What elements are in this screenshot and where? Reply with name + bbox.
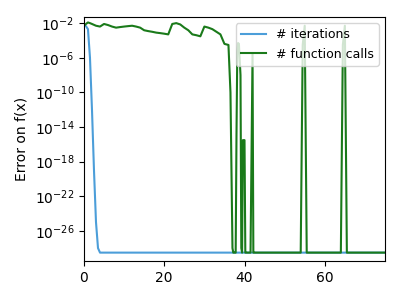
# iterations — [86, 27, 90, 31]
# iterations — [96, 246, 100, 250]
# iterations — [98, 251, 102, 254]
# function calls — [254, 251, 259, 254]
# iterations — [94, 220, 98, 224]
# function calls — [86, 21, 90, 24]
# iterations — [92, 168, 96, 172]
# function calls — [106, 23, 110, 27]
# function calls — [82, 24, 86, 28]
# function calls — [236, 42, 241, 46]
# iterations — [84, 24, 88, 28]
# iterations — [382, 251, 387, 254]
Line: # function calls: # function calls — [84, 22, 385, 253]
# iterations — [82, 24, 86, 28]
Y-axis label: Error on f(x): Error on f(x) — [15, 97, 29, 181]
Line: # iterations: # iterations — [84, 26, 385, 253]
# function calls — [302, 24, 307, 28]
# function calls — [286, 251, 291, 254]
# function calls — [231, 251, 236, 254]
# iterations — [100, 251, 104, 254]
# function calls — [178, 23, 183, 26]
# iterations — [90, 108, 94, 112]
Legend: # iterations, # function calls: # iterations, # function calls — [236, 23, 379, 66]
# iterations — [88, 56, 92, 59]
# iterations — [102, 251, 106, 254]
# function calls — [382, 251, 387, 254]
